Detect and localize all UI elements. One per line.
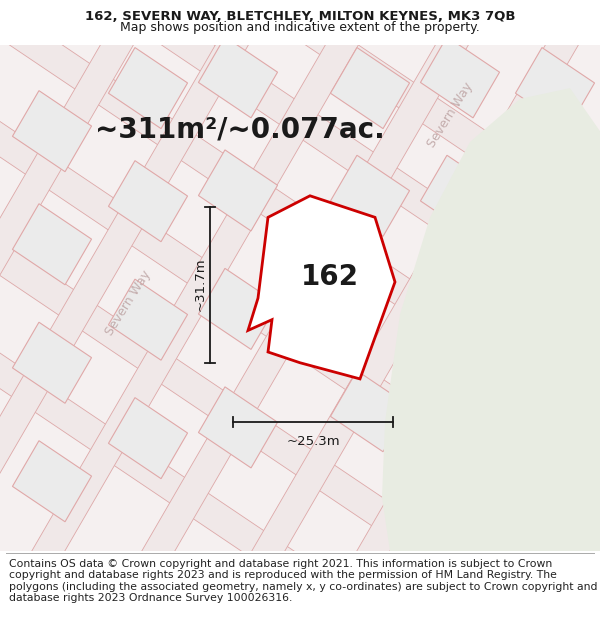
Polygon shape bbox=[199, 387, 278, 468]
Text: 162: 162 bbox=[301, 262, 359, 291]
Polygon shape bbox=[0, 190, 600, 625]
Polygon shape bbox=[13, 91, 92, 172]
Polygon shape bbox=[109, 279, 188, 360]
Polygon shape bbox=[515, 166, 595, 247]
Polygon shape bbox=[13, 322, 92, 403]
Text: ~31.7m: ~31.7m bbox=[193, 258, 206, 311]
Polygon shape bbox=[199, 268, 278, 349]
Polygon shape bbox=[515, 48, 595, 129]
Text: Severn Way: Severn Way bbox=[425, 80, 475, 150]
Polygon shape bbox=[331, 371, 410, 452]
Text: ~25.3m: ~25.3m bbox=[286, 435, 340, 448]
Text: Severn Way: Severn Way bbox=[103, 269, 153, 339]
Polygon shape bbox=[331, 48, 410, 129]
Polygon shape bbox=[0, 0, 283, 625]
Polygon shape bbox=[382, 88, 600, 551]
Polygon shape bbox=[0, 0, 600, 492]
Text: Contains OS data © Crown copyright and database right 2021. This information is : Contains OS data © Crown copyright and d… bbox=[9, 559, 598, 603]
Text: ~311m²/~0.077ac.: ~311m²/~0.077ac. bbox=[95, 115, 385, 143]
Polygon shape bbox=[421, 392, 500, 473]
Polygon shape bbox=[248, 196, 395, 379]
Polygon shape bbox=[422, 0, 600, 625]
Polygon shape bbox=[109, 398, 188, 479]
Polygon shape bbox=[13, 441, 92, 522]
Polygon shape bbox=[0, 0, 600, 390]
Polygon shape bbox=[331, 155, 410, 236]
Polygon shape bbox=[0, 0, 167, 625]
Polygon shape bbox=[421, 274, 500, 355]
Polygon shape bbox=[199, 37, 278, 118]
Polygon shape bbox=[515, 403, 595, 484]
Polygon shape bbox=[421, 155, 500, 236]
Polygon shape bbox=[109, 161, 188, 242]
Polygon shape bbox=[0, 72, 600, 611]
Polygon shape bbox=[0, 0, 600, 293]
Polygon shape bbox=[109, 48, 188, 129]
Polygon shape bbox=[199, 150, 278, 231]
Polygon shape bbox=[218, 0, 600, 625]
Text: Map shows position and indicative extent of the property.: Map shows position and indicative extent… bbox=[120, 21, 480, 34]
Polygon shape bbox=[421, 37, 500, 118]
Polygon shape bbox=[107, 0, 502, 625]
Polygon shape bbox=[323, 0, 600, 625]
Polygon shape bbox=[0, 0, 392, 625]
Polygon shape bbox=[515, 284, 595, 366]
Polygon shape bbox=[0, 303, 600, 625]
Text: 162, SEVERN WAY, BLETCHLEY, MILTON KEYNES, MK3 7QB: 162, SEVERN WAY, BLETCHLEY, MILTON KEYNE… bbox=[85, 10, 515, 23]
Polygon shape bbox=[13, 204, 92, 285]
